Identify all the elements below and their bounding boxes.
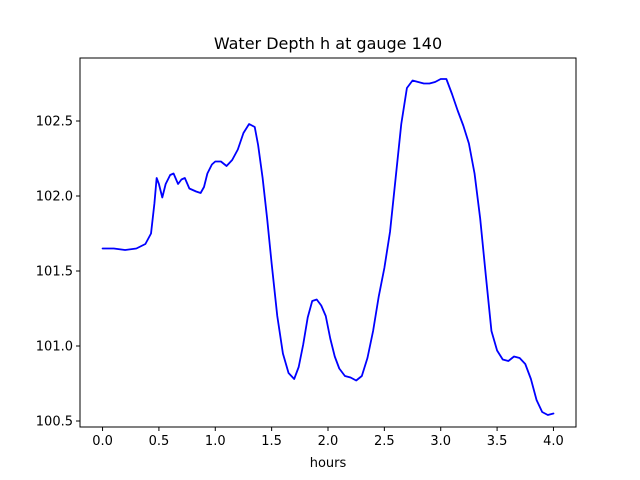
y-tick-label: 102.0 (36, 190, 73, 205)
plot-frame (79, 57, 577, 428)
x-tick-label: 2.5 (374, 434, 395, 449)
x-tick-label: 4.0 (543, 434, 564, 449)
x-tick-label: 1.5 (261, 434, 282, 449)
plot-area (80, 58, 576, 427)
chart-title: Water Depth h at gauge 140 (214, 34, 442, 53)
y-tick-label: 102.5 (36, 115, 73, 130)
x-tick-label: 2.0 (318, 434, 339, 449)
x-tick-label: 0.5 (149, 434, 170, 449)
x-tick-label: 3.0 (430, 434, 451, 449)
y-tick-label: 100.5 (36, 415, 73, 430)
y-tick-label: 101.0 (36, 340, 73, 355)
y-tick-label: 101.5 (36, 265, 73, 280)
x-tick-label: 3.5 (487, 434, 508, 449)
series-line (101, 78, 555, 416)
y-axis-ticks: 100.5 101.0 101.5 102.0 102.5 (36, 115, 80, 430)
x-axis-label: hours (310, 456, 347, 471)
x-axis-ticks: 0.0 0.5 1.0 1.5 2.0 2.5 3.0 3.5 4.0 (92, 427, 564, 449)
x-tick-label: 0.0 (92, 434, 113, 449)
x-tick-label: 1.0 (205, 434, 226, 449)
